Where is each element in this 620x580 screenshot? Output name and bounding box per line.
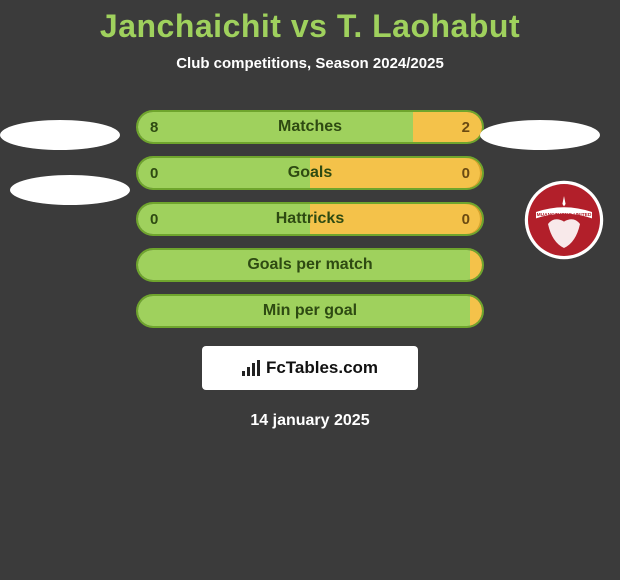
brand-box: FcTables.com (202, 346, 418, 390)
club-crest-icon: MUANGTHONG UNITED (524, 180, 604, 260)
date-text: 14 january 2025 (0, 412, 620, 430)
left-segment: 0 (138, 158, 310, 188)
stat-row: 00Goals (136, 156, 484, 190)
stat-row: Goals per match (136, 248, 484, 282)
decor-ellipse (10, 175, 130, 205)
left-segment: 8 (138, 112, 413, 142)
right-segment: 0 (310, 202, 482, 236)
stat-row: 00Hattricks (136, 202, 484, 236)
stat-bar: 82 (136, 110, 484, 144)
stat-row: 82Matches (136, 110, 484, 144)
page-title: Janchaichit vs T. Laohabut (0, 0, 620, 45)
brand-text: FcTables.com (266, 358, 378, 378)
svg-text:MUANGTHONG UNITED: MUANGTHONG UNITED (537, 212, 592, 218)
left-segment (138, 250, 470, 280)
right-segment (470, 296, 482, 326)
left-segment (138, 296, 470, 326)
right-segment: 0 (310, 156, 482, 190)
stat-bar: 00 (136, 156, 484, 190)
stat-bar (136, 248, 484, 282)
left-segment: 0 (138, 204, 310, 234)
right-segment (470, 250, 482, 280)
bar-chart-icon (242, 360, 262, 376)
stat-bar (136, 294, 484, 328)
decor-ellipse (0, 120, 120, 150)
right-segment: 2 (413, 112, 482, 142)
stat-row: Min per goal (136, 294, 484, 328)
stat-bar: 00 (136, 202, 484, 236)
subtitle-text: Club competitions, Season 2024/2025 (0, 55, 620, 72)
decor-ellipse (480, 120, 600, 150)
